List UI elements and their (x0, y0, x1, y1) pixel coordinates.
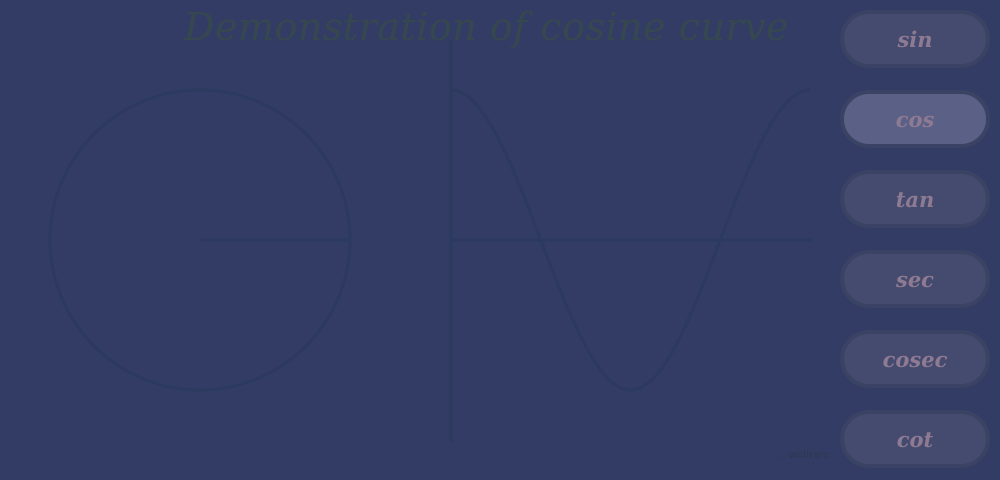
tan-button-label: tan (895, 186, 935, 212)
cosec-button-label: cosec (882, 346, 948, 372)
cosec-button[interactable]: cosec (840, 330, 990, 388)
sin-button[interactable]: sin (840, 10, 990, 68)
sec-button-label: sec (896, 266, 934, 292)
cosine-demo-canvas (0, 0, 830, 480)
cos-button[interactable]: cos (840, 90, 990, 148)
page-title: Demonstration of cosine curve (184, 5, 790, 49)
cos-button-label: cos (895, 106, 935, 132)
cot-button[interactable]: cot (840, 410, 990, 468)
sin-button-label: sin (897, 26, 933, 52)
cosine-curve (450, 88, 811, 392)
tan-button[interactable]: tan (840, 170, 990, 228)
sec-button[interactable]: sec (840, 250, 990, 308)
credit-text: ... wolfram (776, 450, 830, 461)
cot-button-label: cot (896, 426, 934, 452)
